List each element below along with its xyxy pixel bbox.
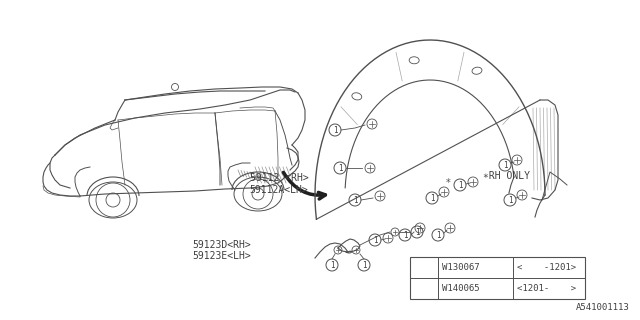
Text: W130067: W130067 — [442, 263, 479, 272]
Text: A541001113: A541001113 — [576, 303, 630, 312]
Text: 59123D<RH>: 59123D<RH> — [192, 240, 251, 250]
Text: 1: 1 — [436, 230, 440, 239]
Text: 1: 1 — [421, 284, 426, 293]
Text: 1: 1 — [333, 125, 337, 134]
Text: 1: 1 — [353, 196, 357, 204]
Text: ∗RH ONLY: ∗RH ONLY — [483, 171, 530, 181]
Text: 1: 1 — [502, 161, 508, 170]
Text: 59123E<LH>: 59123E<LH> — [192, 251, 251, 261]
Bar — [410, 257, 584, 299]
Text: 1: 1 — [330, 260, 334, 269]
Text: *: * — [445, 178, 450, 188]
Text: 1: 1 — [403, 230, 407, 239]
Text: <    -1201>: < -1201> — [516, 263, 576, 272]
Text: 1: 1 — [458, 180, 462, 189]
Text: 1: 1 — [508, 196, 512, 204]
Text: <1201-    >: <1201- > — [516, 284, 576, 293]
Text: W140065: W140065 — [442, 284, 479, 293]
Text: 1: 1 — [362, 260, 366, 269]
Text: 59112A<LH>: 59112A<LH> — [250, 185, 308, 196]
Text: 1: 1 — [372, 236, 378, 244]
Text: 1: 1 — [429, 194, 435, 203]
Text: 1: 1 — [421, 263, 426, 272]
Text: 59112 <RH>: 59112 <RH> — [250, 172, 308, 183]
Text: 1: 1 — [415, 228, 419, 236]
Text: 1: 1 — [338, 164, 342, 172]
